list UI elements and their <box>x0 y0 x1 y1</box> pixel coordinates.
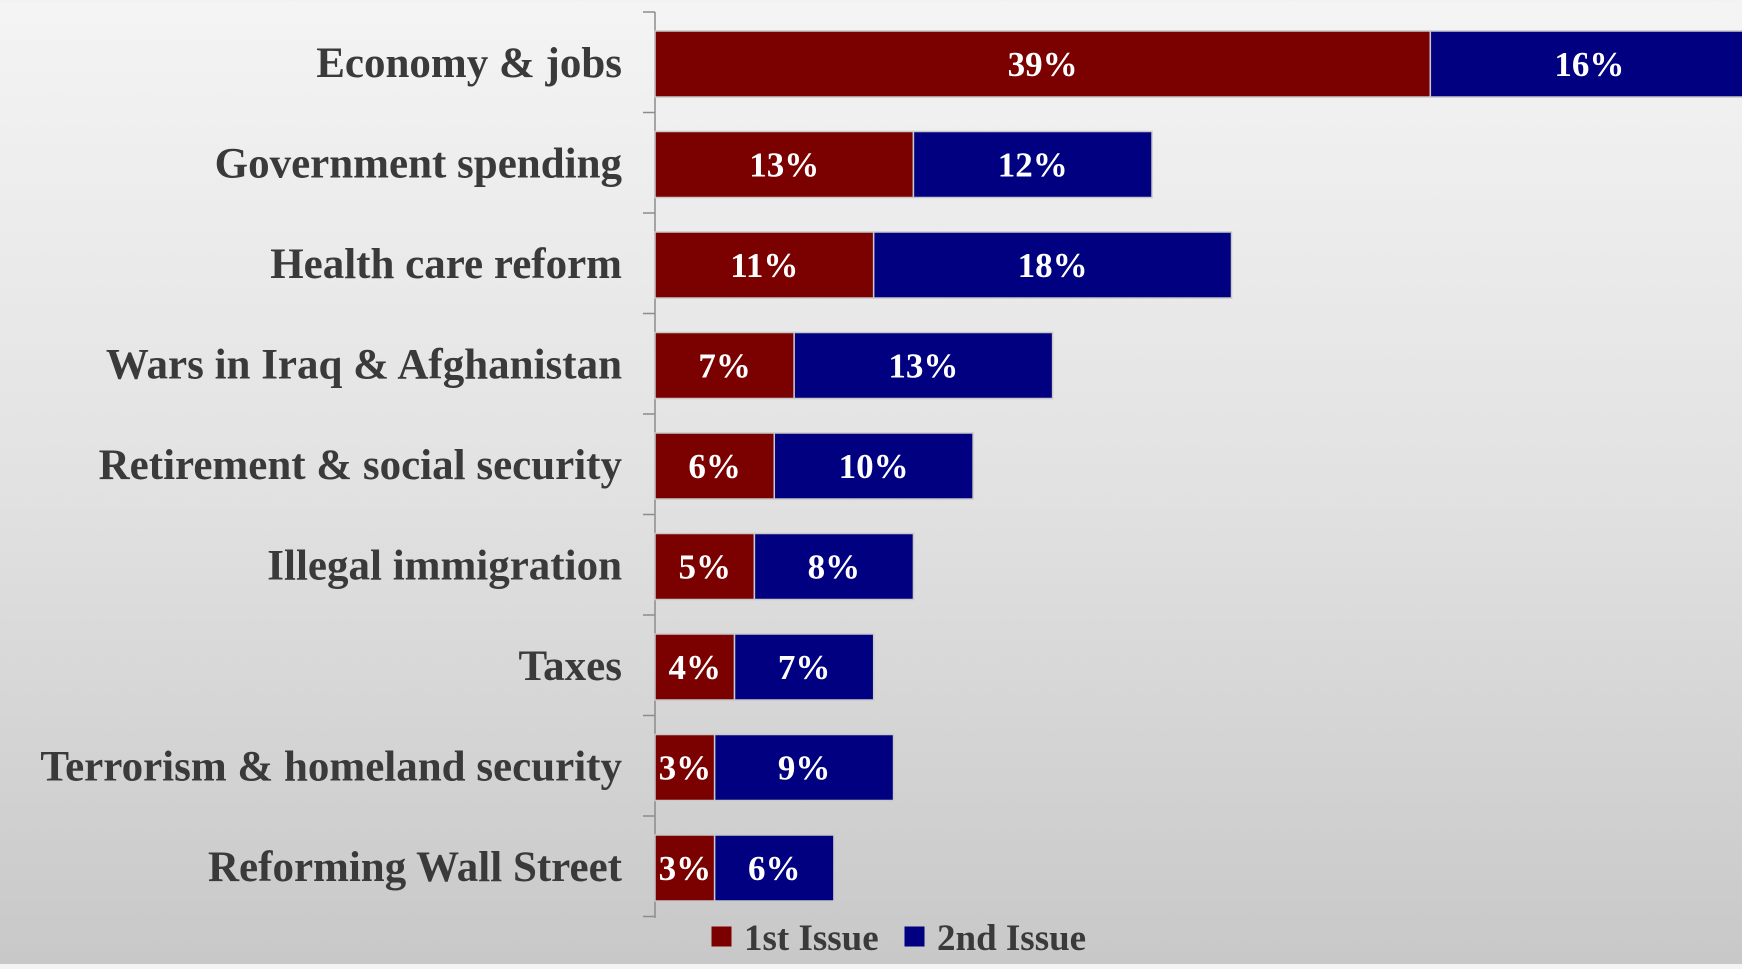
data-label-2nd-issue-illegal-immigration: 8% <box>808 548 861 587</box>
bar-2nd-issue-health-care-reform <box>872 231 1233 299</box>
legend-label-2nd-issue: 2nd Issue <box>937 918 1086 959</box>
category-label-health-care-reform: Health care reform <box>270 241 622 288</box>
data-label-1st-issue-government-spending: 13% <box>749 146 819 185</box>
legend-swatch-1st-issue <box>710 925 733 948</box>
data-label-2nd-issue-terrorism-and-homeland-security: 9% <box>778 749 831 788</box>
category-label-reforming-wall-street: Reforming Wall Street <box>208 844 623 891</box>
category-label-terrorism-and-homeland-security: Terrorism & homeland security <box>40 744 622 791</box>
data-label-1st-issue-wars-in-iraq-and-afghanistan: 7% <box>698 347 751 386</box>
legend-swatch-2nd-issue <box>903 925 926 948</box>
category-axis <box>643 11 656 918</box>
bar-2nd-issue-retirement-and-social-security <box>773 432 974 500</box>
data-label-1st-issue-health-care-reform: 11% <box>730 246 798 285</box>
bar-2nd-issue-terrorism-and-homeland-security <box>713 733 895 802</box>
bar-2nd-issue-illegal-immigration <box>753 532 915 601</box>
category-label-government-spending: Government spending <box>215 141 623 188</box>
category-label-wars-in-iraq-and-afghanistan: Wars in Iraq & Afghanistan <box>106 342 622 389</box>
data-label-1st-issue-reforming-wall-street: 3% <box>659 849 712 888</box>
data-label-2nd-issue-health-care-reform: 18% <box>1018 246 1088 285</box>
data-label-1st-issue-terrorism-and-homeland-security: 3% <box>659 749 712 788</box>
data-labels: 39% 16% 13% 12% 11% 18% 7% 13% 6% 10% 5% 8% 4% 7% 3% 9%… <box>659 45 1625 888</box>
bar-1st-issue-taxes <box>654 633 736 701</box>
data-label-2nd-issue-reforming-wall-street: 6% <box>748 849 801 888</box>
category-label-illegal-immigration: Illegal immigration <box>267 543 622 590</box>
data-label-1st-issue-taxes: 4% <box>669 648 722 687</box>
data-label-1st-issue-retirement-and-social-security: 6% <box>688 447 741 486</box>
bar-1st-issue-economy-and-jobs <box>654 30 1432 98</box>
data-label-1st-issue-economy-and-jobs: 39% <box>1008 45 1078 84</box>
legend-item-1st-issue: 1st Issue <box>710 918 879 959</box>
bar-2nd-issue-taxes <box>733 633 875 701</box>
data-label-2nd-issue-government-spending: 12% <box>998 146 1068 185</box>
data-label-2nd-issue-taxes: 7% <box>778 648 831 687</box>
bar-1st-issue-retirement-and-social-security <box>654 432 776 500</box>
bar-2nd-issue-wars-in-iraq-and-afghanistan <box>793 331 1054 400</box>
category-label-taxes: Taxes <box>518 643 622 690</box>
bar-2nd-issue-government-spending <box>912 130 1153 199</box>
legend-label-1st-issue: 1st Issue <box>744 918 879 959</box>
category-label-retirement-and-social-security: Retirement & social security <box>99 442 623 489</box>
bar-1st-issue-health-care-reform <box>654 231 875 299</box>
bar-2nd-issue-economy-and-jobs <box>1429 30 1742 98</box>
legend-item-2nd-issue: 2nd Issue <box>903 918 1086 959</box>
bar-1st-issue-terrorism-and-homeland-security <box>654 733 716 802</box>
bars <box>654 30 1742 902</box>
data-label-1st-issue-illegal-immigration: 5% <box>678 548 731 587</box>
bar-2nd-issue-reforming-wall-street <box>713 834 835 902</box>
data-label-2nd-issue-retirement-and-social-security: 10% <box>839 447 909 486</box>
data-label-2nd-issue-economy-and-jobs: 16% <box>1554 45 1624 84</box>
legend: 1st Issue 2nd Issue <box>710 918 1086 959</box>
category-labels: Economy & jobs Government spending Health … <box>40 40 622 891</box>
bar-1st-issue-wars-in-iraq-and-afghanistan <box>654 331 795 400</box>
category-label-economy-and-jobs: Economy & jobs <box>316 40 622 87</box>
data-label-2nd-issue-wars-in-iraq-and-afghanistan: 13% <box>888 347 958 386</box>
